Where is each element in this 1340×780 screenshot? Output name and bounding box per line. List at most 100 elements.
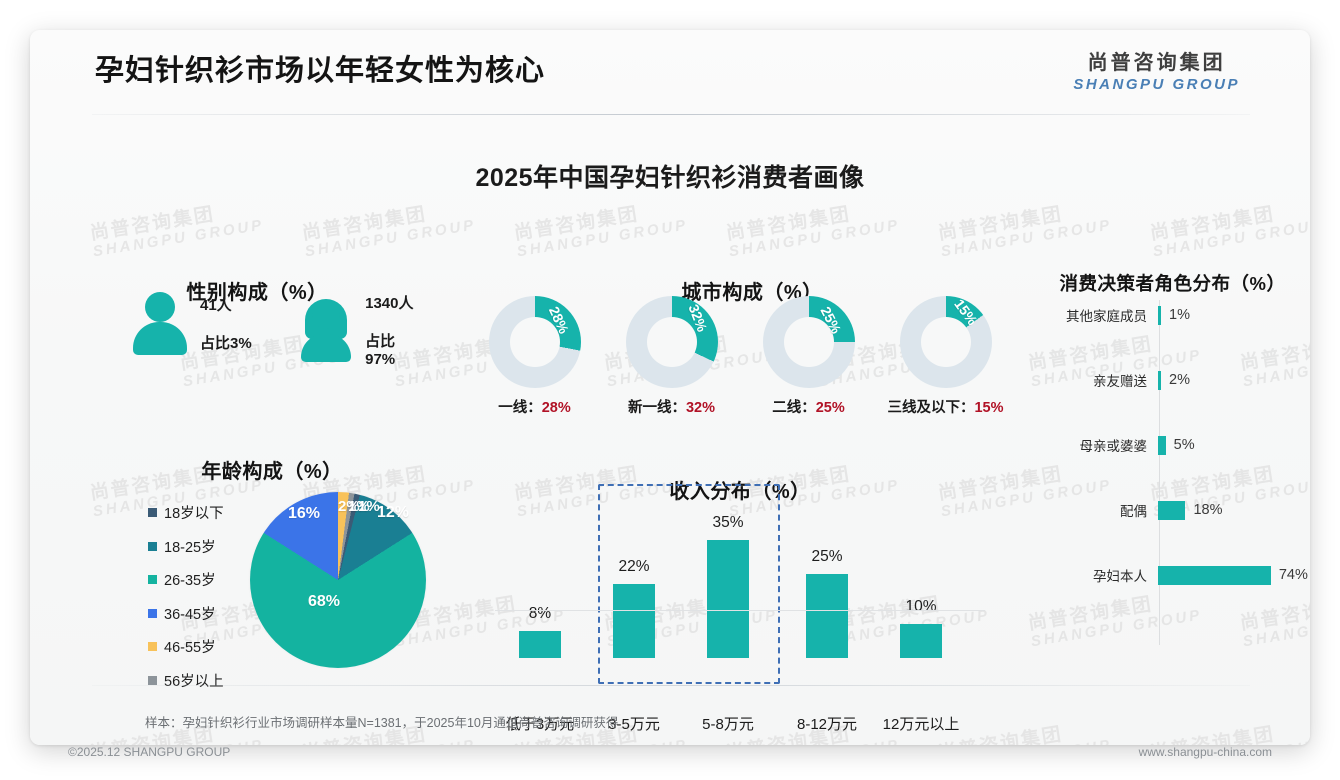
city-donut-chart: 15% — [899, 296, 992, 388]
pie-label-56-over: 1% — [348, 498, 370, 515]
page-footer: ©2025.12 SHANGPU GROUP www.shangpu-china… — [30, 745, 1310, 780]
city-value-label: 15% — [974, 400, 1004, 416]
decision-role-label: 亲友赠送 — [1093, 374, 1147, 389]
source-note: 样本：孕妇针织衫行业市场调研样本量N=1381，于2025年10月通过尚普咨询调… — [145, 716, 619, 730]
pie-label-36-45: 16% — [288, 505, 321, 522]
income-bar-column — [589, 583, 679, 658]
income-bar-value: 8% — [528, 605, 552, 622]
city-value-label: 32% — [685, 400, 716, 416]
age-section-title: 年龄构成（%） — [201, 461, 343, 483]
donut-hole — [783, 317, 834, 367]
decision-role-label: 其他家庭成员 — [1066, 309, 1147, 324]
male-share: 占比3% — [200, 335, 252, 352]
gender-item-female: 1340人 占比97% — [300, 292, 422, 368]
city-value-label: 25% — [815, 400, 845, 416]
decision-bar-row: 母亲或婆婆 5% — [1035, 432, 1310, 458]
city-donut-item: 28% 一线：28% — [472, 296, 597, 417]
decision-role-label: 配偶 — [1120, 504, 1147, 519]
donut-hole — [646, 317, 697, 367]
age-legend-label: 26-35岁 — [164, 573, 216, 589]
income-bar-column — [495, 631, 585, 658]
income-category-label: 5-8万元 — [702, 716, 754, 733]
income-bar — [900, 624, 942, 658]
donut-hole — [920, 317, 971, 367]
age-legend-label: 18岁以下 — [164, 506, 224, 522]
female-count: 1340人 — [365, 295, 414, 312]
chart-subtitle: 2025年中国孕妇针织衫消费者画像 — [475, 164, 865, 192]
footnote-divider — [92, 685, 1250, 686]
logo-english-text: SHANGPU GROUP — [1073, 76, 1240, 93]
gender-item-male: 41人 占比3% — [132, 292, 252, 355]
income-bar — [806, 573, 848, 658]
decision-bar — [1158, 500, 1186, 520]
city-donut-caption: 新一线：32% — [609, 396, 734, 417]
income-bar-column — [782, 573, 872, 658]
copyright-text: ©2025.12 SHANGPU GROUP — [68, 745, 231, 759]
income-bar — [613, 583, 655, 658]
age-pie-legend: 18岁以下 18-25岁 26-35岁 36-45岁 46-55岁 56岁以上 — [148, 502, 224, 703]
income-category-label: 12万元以上 — [882, 716, 960, 733]
pie-label-18-under: 1% — [358, 498, 380, 515]
income-category-label: 低于3万元 — [505, 716, 575, 733]
age-legend-item: 26-35岁 — [148, 569, 224, 590]
page-title: 孕妇针织衫市场以年轻女性为核心 — [95, 55, 546, 87]
city-donut-caption: 二线：25% — [746, 396, 871, 417]
pie-label-18-25: 12% — [377, 504, 410, 521]
age-legend-label: 18-25岁 — [164, 539, 216, 556]
city-name-label: 二线： — [772, 400, 816, 416]
male-count: 41人 — [200, 297, 232, 314]
decision-role-label: 母亲或婆婆 — [1079, 439, 1148, 454]
income-category-label: 8-12万元 — [796, 716, 858, 733]
income-bar-value: 25% — [811, 547, 843, 565]
city-donut-chart: 25% — [762, 296, 855, 388]
age-composition-chart: 18岁以下 18-25岁 26-35岁 36-45岁 46-55岁 56岁以上 12% 6… — [92, 450, 452, 700]
male-stats: 41人 占比3% — [200, 294, 252, 353]
city-value-label: 28% — [541, 400, 571, 416]
decision-section-title: 消费决策者角色分布（%） — [1059, 273, 1286, 294]
slide-card: 尚普咨询集团 SHANGPU GROUP 尚普咨询集团 SHANGPU GROUP 尚普… — [30, 30, 1310, 745]
city-name-label: 新一线： — [627, 400, 686, 416]
income-section-title: 收入分布（%） — [669, 481, 811, 503]
age-pie — [250, 492, 426, 668]
age-legend-item: 56岁以上 — [148, 670, 224, 691]
decision-bar — [1158, 565, 1271, 585]
age-legend-item: 18岁以下 — [148, 502, 224, 523]
legend-swatch-icon — [148, 675, 157, 685]
age-legend-item: 18-25岁 — [148, 536, 224, 557]
decision-bar-row: 亲友赠送 2% — [1035, 367, 1310, 393]
header-divider — [92, 114, 1250, 115]
income-bar — [519, 631, 561, 658]
income-bar-value: 22% — [618, 557, 650, 575]
male-person-icon — [132, 292, 187, 355]
age-legend-item: 36-45岁 — [148, 603, 224, 624]
decision-bar-row: 配偶 18% — [1035, 497, 1310, 523]
decision-bar-row: 其他家庭成员 1% — [1035, 302, 1310, 328]
logo-chinese-text: 尚普咨询集团 — [1087, 52, 1226, 74]
income-bar-column — [683, 539, 773, 658]
city-donut-caption: 一线：28% — [472, 396, 597, 417]
city-name-label: 三线及以下： — [887, 400, 975, 416]
female-stats: 1340人 占比97% — [365, 292, 422, 368]
decision-bar-value: 74% — [1278, 567, 1308, 583]
female-person-icon — [300, 298, 352, 362]
website-url[interactable]: www.shangpu-china.com — [1138, 745, 1272, 759]
income-baseline — [495, 610, 985, 611]
legend-swatch-icon — [148, 642, 157, 651]
decision-role-label: 孕妇本人 — [1093, 569, 1147, 584]
city-donut-caption: 三线及以下：15% — [883, 396, 1008, 417]
age-legend-label: 56岁以上 — [164, 673, 224, 690]
legend-swatch-icon — [148, 608, 157, 618]
donut-hole — [509, 317, 560, 367]
brand-logo: 尚普咨询集团 SHANGPU GROUP — [1073, 46, 1240, 93]
income-bar-value: 35% — [712, 513, 744, 531]
age-legend-label: 36-45岁 — [164, 606, 216, 623]
decision-bar — [1158, 435, 1166, 455]
income-plot-area: 8% 低于3万元 22% 3-5万元 35% 5-8万元 25% 8-12万元 10% 12万元以… — [490, 508, 990, 733]
city-donut-item: 25% 二线：25% — [746, 296, 871, 417]
city-donut-item: 15% 三线及以下：15% — [883, 296, 1008, 417]
age-legend-item: 46-55岁 — [148, 636, 224, 657]
income-bar-value: 10% — [905, 598, 937, 616]
female-share: 占比97% — [365, 333, 396, 368]
decision-bar-value: 5% — [1173, 437, 1195, 453]
